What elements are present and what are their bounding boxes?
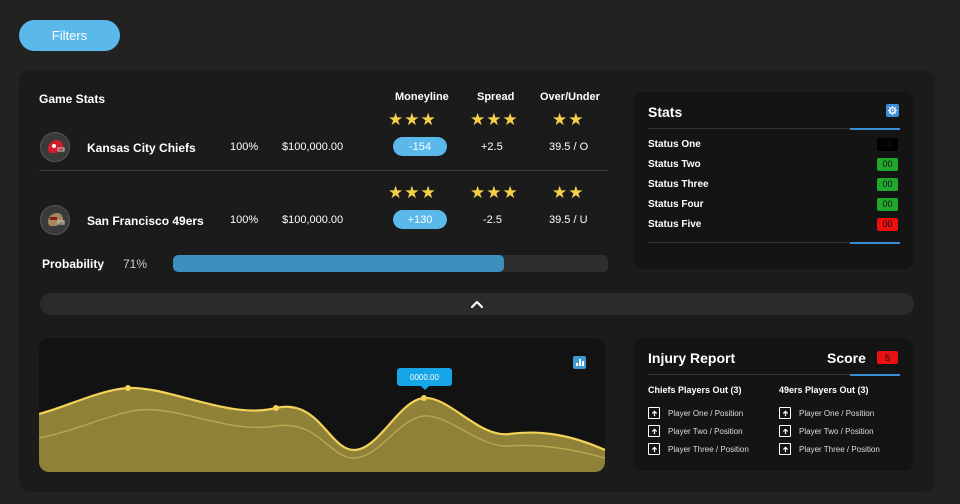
injury-report-card: Injury Report Score 5 Chiefs Players Out…	[633, 338, 914, 471]
upload-icon	[779, 443, 791, 455]
score-badge: 5	[877, 351, 898, 364]
stats-title: Stats	[648, 104, 683, 120]
area-chart	[39, 338, 605, 472]
header-spread: Spread	[477, 91, 515, 103]
injury-accent-line	[850, 374, 900, 376]
player-name: Player Two / Position	[799, 426, 874, 436]
probability-value: 71%	[123, 257, 148, 271]
status-name: Status Three	[648, 178, 709, 190]
moneyline-stars: ★★★	[388, 183, 437, 202]
status-row: Status Three 00	[648, 177, 898, 191]
upload-icon	[779, 425, 791, 437]
spread-value: -2.5	[483, 214, 502, 226]
spread-stars: ★★★	[470, 183, 519, 202]
over-under-stars: ★★	[552, 110, 585, 129]
status-badge: 00	[877, 197, 898, 211]
status-badge: 00	[877, 157, 898, 171]
chiefs-helmet-icon	[40, 132, 70, 162]
chart-secondary-line	[39, 408, 605, 459]
upload-icon	[779, 407, 791, 419]
team-amount: $100,000.00	[282, 141, 344, 153]
status-badge: 00	[877, 177, 898, 191]
status-row: Status Four 00	[648, 197, 898, 211]
chart-tooltip: 0000.00	[397, 368, 452, 390]
stats-card: Stats Status One 00 Status Two 00 Status…	[633, 92, 914, 269]
over-under-value: 39.5 / O	[549, 141, 589, 153]
gear-icon[interactable]	[886, 104, 899, 117]
status-row: Status Five 00	[648, 217, 898, 231]
team-name: Kansas City Chiefs	[87, 141, 196, 155]
team-name: San Francisco 49ers	[87, 214, 204, 228]
chart-area	[39, 387, 605, 472]
chart-point	[273, 405, 279, 411]
status-row: Status One 00	[648, 137, 898, 151]
player-row[interactable]: Player Three / Position	[648, 443, 749, 455]
over-under-stars: ★★	[552, 183, 585, 202]
stats-accent-line	[850, 128, 900, 130]
filters-button[interactable]: Filters	[19, 20, 120, 51]
probability-label: Probability	[42, 257, 105, 271]
moneyline-pill[interactable]: -154	[393, 137, 447, 156]
player-row[interactable]: Player Two / Position	[648, 425, 743, 437]
chart-point	[421, 395, 427, 401]
probability-bar	[173, 255, 608, 272]
moneyline-pill[interactable]: +130	[393, 210, 447, 229]
status-row: Status Two 00	[648, 157, 898, 171]
score-label: Score	[827, 350, 866, 366]
status-badge: 00	[877, 217, 898, 231]
niners-out-title: 49ers Players Out (3)	[779, 385, 869, 395]
team-amount: $100,000.00	[282, 214, 344, 226]
stats-accent-line	[850, 242, 900, 244]
upload-icon	[648, 425, 660, 437]
player-name: Player One / Position	[668, 408, 744, 418]
spread-value: +2.5	[481, 141, 503, 153]
team-percent: 100%	[230, 214, 259, 226]
over-under-value: 39.5 / U	[549, 214, 588, 226]
stats-divider	[648, 128, 900, 129]
status-name: Status Two	[648, 158, 701, 170]
niners-helmet-icon	[40, 205, 70, 235]
player-row[interactable]: Player One / Position	[648, 407, 743, 419]
header-moneyline: Moneyline	[395, 91, 449, 103]
row-divider	[39, 170, 608, 171]
spread-stars: ★★★	[470, 110, 519, 129]
header-over-under: Over/Under	[540, 91, 600, 103]
player-name: Player Two / Position	[668, 426, 743, 436]
player-name: Player Three / Position	[799, 444, 880, 454]
injury-divider	[648, 374, 900, 375]
status-badge: 00	[877, 137, 898, 151]
status-name: Status One	[648, 138, 701, 150]
stats-divider	[648, 242, 900, 243]
status-name: Status Four	[648, 198, 704, 210]
team-percent: 100%	[230, 141, 259, 153]
player-row[interactable]: Player Three / Position	[779, 443, 880, 455]
injury-report-title: Injury Report	[648, 350, 736, 366]
moneyline-stars: ★★★	[388, 110, 437, 129]
status-name: Status Five	[648, 218, 702, 230]
player-row[interactable]: Player Two / Position	[779, 425, 874, 437]
chevron-up-icon	[470, 300, 484, 308]
player-name: Player Three / Position	[668, 444, 749, 454]
probability-bar-fill	[173, 255, 504, 272]
bar-chart-icon[interactable]	[573, 356, 586, 369]
upload-icon	[648, 443, 660, 455]
chart-point	[125, 385, 131, 391]
chiefs-out-title: Chiefs Players Out (3)	[648, 385, 742, 395]
player-row[interactable]: Player One / Position	[779, 407, 874, 419]
collapse-toggle[interactable]	[40, 293, 914, 315]
player-name: Player One / Position	[799, 408, 875, 418]
game-stats-title: Game Stats	[39, 92, 106, 106]
upload-icon	[648, 407, 660, 419]
